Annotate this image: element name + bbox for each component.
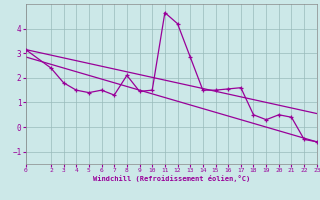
X-axis label: Windchill (Refroidissement éolien,°C): Windchill (Refroidissement éolien,°C) [92, 175, 250, 182]
